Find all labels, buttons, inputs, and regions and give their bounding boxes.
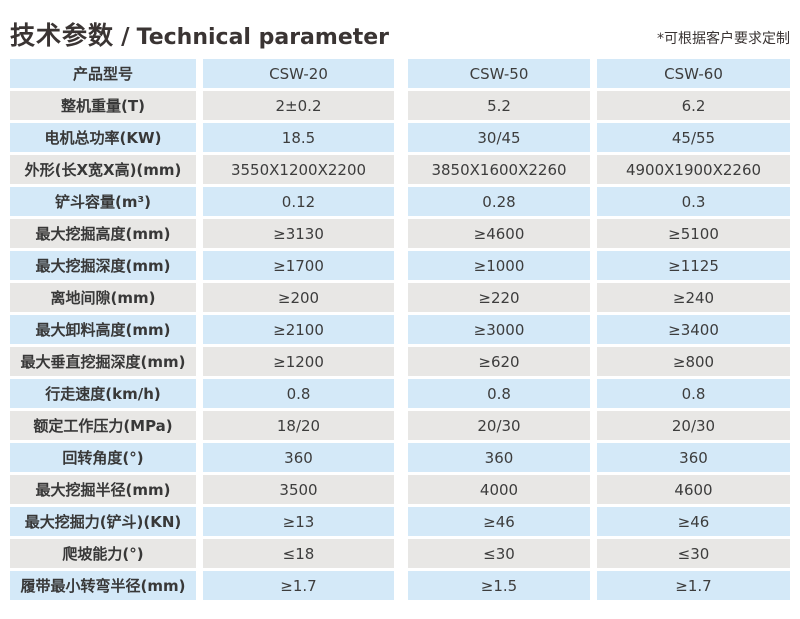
value-cell: ≤30 bbox=[408, 539, 590, 568]
value-cell: CSW-20 bbox=[203, 59, 394, 88]
table-row: 外形(长X宽X高)(mm) 3550X1200X2200 3850X1600X226… bbox=[10, 155, 790, 184]
table-row: 最大挖掘力(铲斗)(KN) ≥13 ≥46 ≥46 bbox=[10, 507, 790, 536]
value-cell: ≥3130 bbox=[203, 219, 394, 248]
value-cell: ≥800 bbox=[597, 347, 790, 376]
value-cell: 4000 bbox=[408, 475, 590, 504]
param-label-cell: 最大垂直挖掘深度(mm) bbox=[10, 347, 196, 376]
param-label-cell: 行走速度(km/h) bbox=[10, 379, 196, 408]
param-label-cell: 电机总功率(KW) bbox=[10, 123, 196, 152]
table-row: 履带最小转弯半径(mm) ≥1.7 ≥1.5 ≥1.7 bbox=[10, 571, 790, 600]
value-cell: 360 bbox=[408, 443, 590, 472]
value-cell: ≥3400 bbox=[597, 315, 790, 344]
value-cell: 360 bbox=[203, 443, 394, 472]
value-cell: ≥200 bbox=[203, 283, 394, 312]
table-row: 最大挖掘深度(mm) ≥1700 ≥1000 ≥1125 bbox=[10, 251, 790, 280]
value-cell: 30/45 bbox=[408, 123, 590, 152]
value-cell: ≤18 bbox=[203, 539, 394, 568]
table-row: 最大垂直挖掘深度(mm) ≥1200 ≥620 ≥800 bbox=[10, 347, 790, 376]
param-label-cell: 最大挖掘半径(mm) bbox=[10, 475, 196, 504]
value-cell: 2±0.2 bbox=[203, 91, 394, 120]
spec-table: 产品型号 CSW-20 CSW-50 CSW-60 整机重量(T) 2±0.2 5.2 6.2… bbox=[10, 59, 790, 600]
value-cell: 3550X1200X2200 bbox=[203, 155, 394, 184]
param-label-cell: 离地间隙(mm) bbox=[10, 283, 196, 312]
value-cell: 0.28 bbox=[408, 187, 590, 216]
table-row: 电机总功率(KW) 18.5 30/45 45/55 bbox=[10, 123, 790, 152]
page-title-separator: / bbox=[121, 23, 130, 50]
value-cell: ≥220 bbox=[408, 283, 590, 312]
param-label-cell: 产品型号 bbox=[10, 59, 196, 88]
table-row: 最大挖掘高度(mm) ≥3130 ≥4600 ≥5100 bbox=[10, 219, 790, 248]
value-cell: 3850X1600X2260 bbox=[408, 155, 590, 184]
value-cell: 20/30 bbox=[597, 411, 790, 440]
value-cell: 20/30 bbox=[408, 411, 590, 440]
value-cell: ≥1.5 bbox=[408, 571, 590, 600]
value-cell: 3500 bbox=[203, 475, 394, 504]
value-cell: 0.8 bbox=[408, 379, 590, 408]
param-label-cell: 爬坡能力(°) bbox=[10, 539, 196, 568]
value-cell: 0.8 bbox=[203, 379, 394, 408]
model-header-row: 产品型号 CSW-20 CSW-50 CSW-60 bbox=[10, 59, 790, 88]
value-cell: ≥620 bbox=[408, 347, 590, 376]
value-cell: ≥1700 bbox=[203, 251, 394, 280]
param-label-cell: 铲斗容量(m³) bbox=[10, 187, 196, 216]
value-cell: 18.5 bbox=[203, 123, 394, 152]
param-label-cell: 外形(长X宽X高)(mm) bbox=[10, 155, 196, 184]
table-row: 最大挖掘半径(mm) 3500 4000 4600 bbox=[10, 475, 790, 504]
value-cell: 45/55 bbox=[597, 123, 790, 152]
value-cell: 18/20 bbox=[203, 411, 394, 440]
value-cell: 5.2 bbox=[408, 91, 590, 120]
value-cell: CSW-60 bbox=[597, 59, 790, 88]
table-row: 铲斗容量(m³) 0.12 0.28 0.3 bbox=[10, 187, 790, 216]
table-row: 最大卸料高度(mm) ≥2100 ≥3000 ≥3400 bbox=[10, 315, 790, 344]
value-cell: ≥46 bbox=[408, 507, 590, 536]
value-cell: ≥1200 bbox=[203, 347, 394, 376]
table-row: 回转角度(°) 360 360 360 bbox=[10, 443, 790, 472]
value-cell: 4900X1900X2260 bbox=[597, 155, 790, 184]
value-cell: ≥5100 bbox=[597, 219, 790, 248]
param-label-cell: 最大挖掘力(铲斗)(KN) bbox=[10, 507, 196, 536]
page-title: 技术参数 / Technical parameter bbox=[10, 20, 390, 50]
value-cell: ≥1.7 bbox=[203, 571, 394, 600]
value-cell: ≥3000 bbox=[408, 315, 590, 344]
value-cell: ≥240 bbox=[597, 283, 790, 312]
value-cell: ≥4600 bbox=[408, 219, 590, 248]
param-label-cell: 回转角度(°) bbox=[10, 443, 196, 472]
param-label-cell: 最大挖掘深度(mm) bbox=[10, 251, 196, 280]
param-label-cell: 整机重量(T) bbox=[10, 91, 196, 120]
value-cell: ≤30 bbox=[597, 539, 790, 568]
value-cell: 6.2 bbox=[597, 91, 790, 120]
table-row: 额定工作压力(MPa) 18/20 20/30 20/30 bbox=[10, 411, 790, 440]
value-cell: 0.12 bbox=[203, 187, 394, 216]
param-label-cell: 履带最小转弯半径(mm) bbox=[10, 571, 196, 600]
table-row: 整机重量(T) 2±0.2 5.2 6.2 bbox=[10, 91, 790, 120]
table-row: 爬坡能力(°) ≤18 ≤30 ≤30 bbox=[10, 539, 790, 568]
value-cell: 0.3 bbox=[597, 187, 790, 216]
param-label-cell: 最大卸料高度(mm) bbox=[10, 315, 196, 344]
value-cell: ≥2100 bbox=[203, 315, 394, 344]
header: 技术参数 / Technical parameter *可根据客户要求定制 bbox=[0, 0, 800, 50]
value-cell: ≥1125 bbox=[597, 251, 790, 280]
value-cell: ≥1000 bbox=[408, 251, 590, 280]
page-title-zh: 技术参数 bbox=[10, 20, 115, 50]
value-cell: ≥13 bbox=[203, 507, 394, 536]
value-cell: 4600 bbox=[597, 475, 790, 504]
value-cell: 0.8 bbox=[597, 379, 790, 408]
value-cell: CSW-50 bbox=[408, 59, 590, 88]
customization-note: *可根据客户要求定制 bbox=[657, 31, 790, 47]
value-cell: ≥46 bbox=[597, 507, 790, 536]
table-row: 离地间隙(mm) ≥200 ≥220 ≥240 bbox=[10, 283, 790, 312]
value-cell: ≥1.7 bbox=[597, 571, 790, 600]
value-cell: 360 bbox=[597, 443, 790, 472]
param-label-cell: 额定工作压力(MPa) bbox=[10, 411, 196, 440]
page-title-en: Technical parameter bbox=[136, 24, 390, 50]
param-label-cell: 最大挖掘高度(mm) bbox=[10, 219, 196, 248]
table-row: 行走速度(km/h) 0.8 0.8 0.8 bbox=[10, 379, 790, 408]
